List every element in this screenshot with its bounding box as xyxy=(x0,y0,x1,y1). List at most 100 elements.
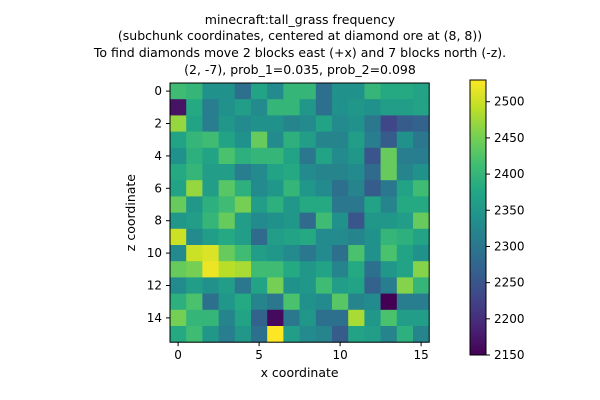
heatmap-cell xyxy=(348,245,365,262)
heatmap-cell xyxy=(283,99,300,116)
heatmap-cell xyxy=(348,212,365,230)
heatmap-cell xyxy=(299,277,317,294)
heatmap-cell xyxy=(234,245,252,262)
heatmap-cell xyxy=(396,180,414,197)
heatmap-cell xyxy=(186,147,203,165)
heatmap-cell xyxy=(170,326,187,343)
heatmap-cell xyxy=(332,196,349,213)
y-tick-label: 0 xyxy=(154,84,162,98)
heatmap-cell xyxy=(202,99,219,116)
heatmap-cell xyxy=(251,261,268,278)
heatmap-cell xyxy=(299,164,317,181)
heatmap-cell xyxy=(186,164,203,181)
heatmap-cell xyxy=(380,212,398,230)
heatmap-cell xyxy=(315,83,333,100)
title-line-4: (2, -7), prob_1=0.035, prob_2=0.098 xyxy=(184,62,416,77)
heatmap-cell xyxy=(267,212,284,230)
heatmap-cell xyxy=(332,326,349,343)
heatmap-cell xyxy=(218,99,236,116)
heatmap-cell xyxy=(332,212,349,230)
heatmap-cell xyxy=(202,212,219,230)
heatmap-cell xyxy=(218,309,236,327)
heatmap-cell xyxy=(364,261,381,278)
heatmap-cell xyxy=(315,309,333,327)
heatmap-cell xyxy=(186,180,203,197)
heatmap-cell xyxy=(186,196,203,213)
heatmap-cell xyxy=(218,164,236,181)
heatmap-cell xyxy=(186,83,203,100)
heatmap-cell xyxy=(315,131,333,149)
heatmap-cell xyxy=(283,180,300,197)
heatmap-cells xyxy=(170,83,430,343)
heatmap-cell xyxy=(170,147,187,165)
heatmap-cell xyxy=(202,228,219,246)
heatmap-cell xyxy=(234,180,252,197)
heatmap-cell xyxy=(348,180,365,197)
heatmap-cell xyxy=(234,261,252,278)
colorbar-axis: 2150 2200 2250 2300 2350 2400 2450 2500 xyxy=(486,95,525,362)
heatmap-cell xyxy=(283,164,300,181)
heatmap-cell xyxy=(251,180,268,197)
heatmap-cell xyxy=(299,147,317,165)
heatmap-cell xyxy=(251,147,268,165)
heatmap-cell xyxy=(186,309,203,327)
heatmap-cell xyxy=(267,164,284,181)
heatmap-cell xyxy=(186,261,203,278)
heatmap-cell xyxy=(283,309,300,327)
heatmap-cell xyxy=(380,196,398,213)
heatmap-cell xyxy=(299,83,317,100)
heatmap-cell xyxy=(364,326,381,343)
heatmap-cell xyxy=(332,228,349,246)
heatmap-cell xyxy=(186,212,203,230)
heatmap-cell xyxy=(332,277,349,294)
heatmap-cell xyxy=(251,277,268,294)
plot-frame xyxy=(169,82,430,343)
heatmap-cell xyxy=(299,245,317,262)
heatmap-cell xyxy=(251,131,268,149)
heatmap-cell xyxy=(364,212,381,230)
heatmap-cell xyxy=(413,180,430,197)
y-tick-label: 8 xyxy=(154,214,162,228)
heatmap-cell xyxy=(218,326,236,343)
heatmap-cell xyxy=(218,83,236,100)
heatmap-cell xyxy=(315,115,333,132)
heatmap-cell xyxy=(364,147,381,165)
colorbar-tick-label: 2400 xyxy=(494,167,525,181)
heatmap-cell xyxy=(396,115,414,132)
heatmap-cell xyxy=(267,180,284,197)
heatmap-cell xyxy=(332,115,349,132)
heatmap-cell xyxy=(283,277,300,294)
heatmap-cell xyxy=(380,228,398,246)
heatmap-cell xyxy=(170,83,187,100)
heatmap-cell xyxy=(332,83,349,100)
heatmap-cell xyxy=(234,293,252,311)
heatmap-cell xyxy=(396,228,414,246)
heatmap-cell xyxy=(283,261,300,278)
heatmap-cell xyxy=(170,261,187,278)
colorbar-tick-label: 2500 xyxy=(494,95,525,109)
heatmap-cell xyxy=(170,277,187,294)
heatmap-cell xyxy=(202,326,219,343)
heatmap-cell xyxy=(380,131,398,149)
heatmap-cell xyxy=(380,309,398,327)
heatmap-cell xyxy=(364,180,381,197)
heatmap-cell xyxy=(234,277,252,294)
heatmap-cell xyxy=(283,326,300,343)
heatmap-cell xyxy=(267,261,284,278)
heatmap-cell xyxy=(348,99,365,116)
heatmap-cell xyxy=(413,326,430,343)
heatmap-cell xyxy=(380,164,398,181)
heatmap-cell xyxy=(348,261,365,278)
heatmap-cell xyxy=(170,309,187,327)
heatmap-cell xyxy=(364,131,381,149)
heatmap-cell xyxy=(234,131,252,149)
heatmap-cell xyxy=(234,147,252,165)
heatmap-cell xyxy=(186,115,203,132)
heatmap-cell xyxy=(380,115,398,132)
heatmap-cell xyxy=(315,196,333,213)
heatmap-cell xyxy=(396,83,414,100)
heatmap-cell xyxy=(315,164,333,181)
heatmap-cell xyxy=(364,245,381,262)
heatmap-cell xyxy=(299,293,317,311)
heatmap-cell xyxy=(267,277,284,294)
